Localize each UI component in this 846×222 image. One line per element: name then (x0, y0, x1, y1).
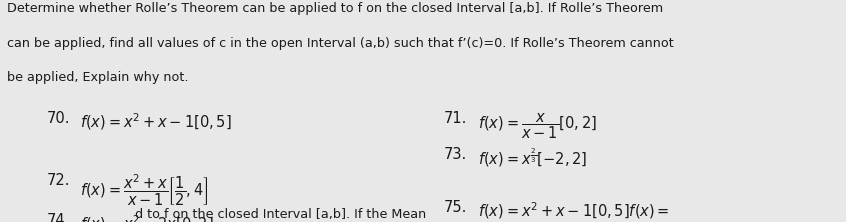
Text: 74.: 74. (47, 213, 70, 222)
Text: $f(x) = x^{\frac{2}{3}}[-2,2]$: $f(x) = x^{\frac{2}{3}}[-2,2]$ (478, 147, 587, 169)
Text: $f(x) = x^2 - 2x[0,2]$: $f(x) = x^2 - 2x[0,2]$ (80, 213, 214, 222)
Text: $f(x) = x^2 + x - 1[0,5]$: $f(x) = x^2 + x - 1[0,5]$ (80, 111, 232, 132)
Text: $f(x) = \dfrac{x}{x-1}[0,2]$: $f(x) = \dfrac{x}{x-1}[0,2]$ (478, 111, 597, 141)
Text: $f(x) = x^2 + x - 1[0,5]f(x) =$: $f(x) = x^2 + x - 1[0,5]f(x) =$ (478, 200, 669, 220)
Text: 71.: 71. (444, 111, 468, 126)
Text: 72.: 72. (47, 173, 70, 188)
Text: 73.: 73. (444, 147, 467, 162)
Text: d to f on the closed Interval [a,b]. If the Mean: d to f on the closed Interval [a,b]. If … (135, 208, 426, 221)
Text: 70.: 70. (47, 111, 70, 126)
Text: be applied, Explain why not.: be applied, Explain why not. (7, 71, 189, 84)
Text: can be applied, find all values of c in the open Interval (a,b) such that f’(c)=: can be applied, find all values of c in … (7, 37, 673, 50)
Text: Determine whether Rolle’s Theorem can be applied to f on the closed Interval [a,: Determine whether Rolle’s Theorem can be… (7, 2, 663, 15)
Text: $f(x) = \dfrac{x^2+x}{x-1}\left[\dfrac{1}{2},4\right]$: $f(x) = \dfrac{x^2+x}{x-1}\left[\dfrac{1… (80, 173, 209, 208)
Text: 75.: 75. (444, 200, 468, 215)
